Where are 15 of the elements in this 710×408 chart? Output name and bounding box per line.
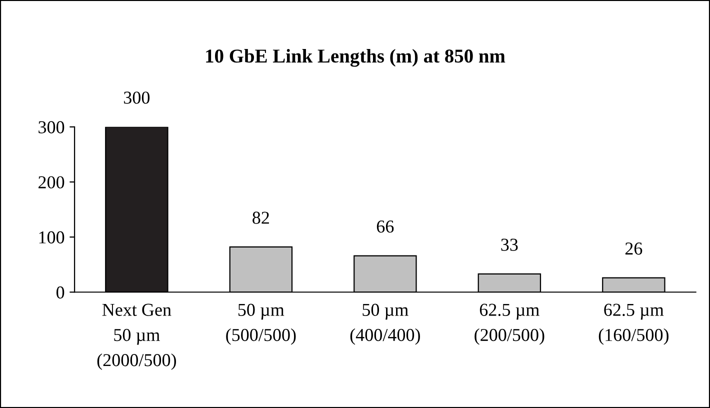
data-label: 300: [124, 92, 150, 104]
x-tick-label: 50 µm (500/500): [226, 304, 296, 345]
y-tick-label: 300: [38, 121, 64, 134]
data-label: 26: [625, 242, 642, 255]
x-tick-label: 62.5 µm (200/500): [474, 304, 544, 345]
y-tick-label: 100: [39, 231, 64, 244]
y-tick-label: 0: [56, 286, 64, 299]
chart-title: 10 GbE Link Lengths (m) at 850 nm: [206, 48, 506, 67]
y-tick-label: 200: [38, 176, 64, 188]
data-label: 82: [252, 212, 269, 224]
data-label: 66: [376, 220, 394, 233]
x-tick-label: 62.5 µm (160/500): [598, 304, 668, 345]
x-tick-label: 50 µm (400/400): [350, 304, 420, 345]
x-tick-label: Next Gen 50 µm (2000/500): [97, 304, 176, 370]
data-label: 33: [501, 238, 518, 251]
